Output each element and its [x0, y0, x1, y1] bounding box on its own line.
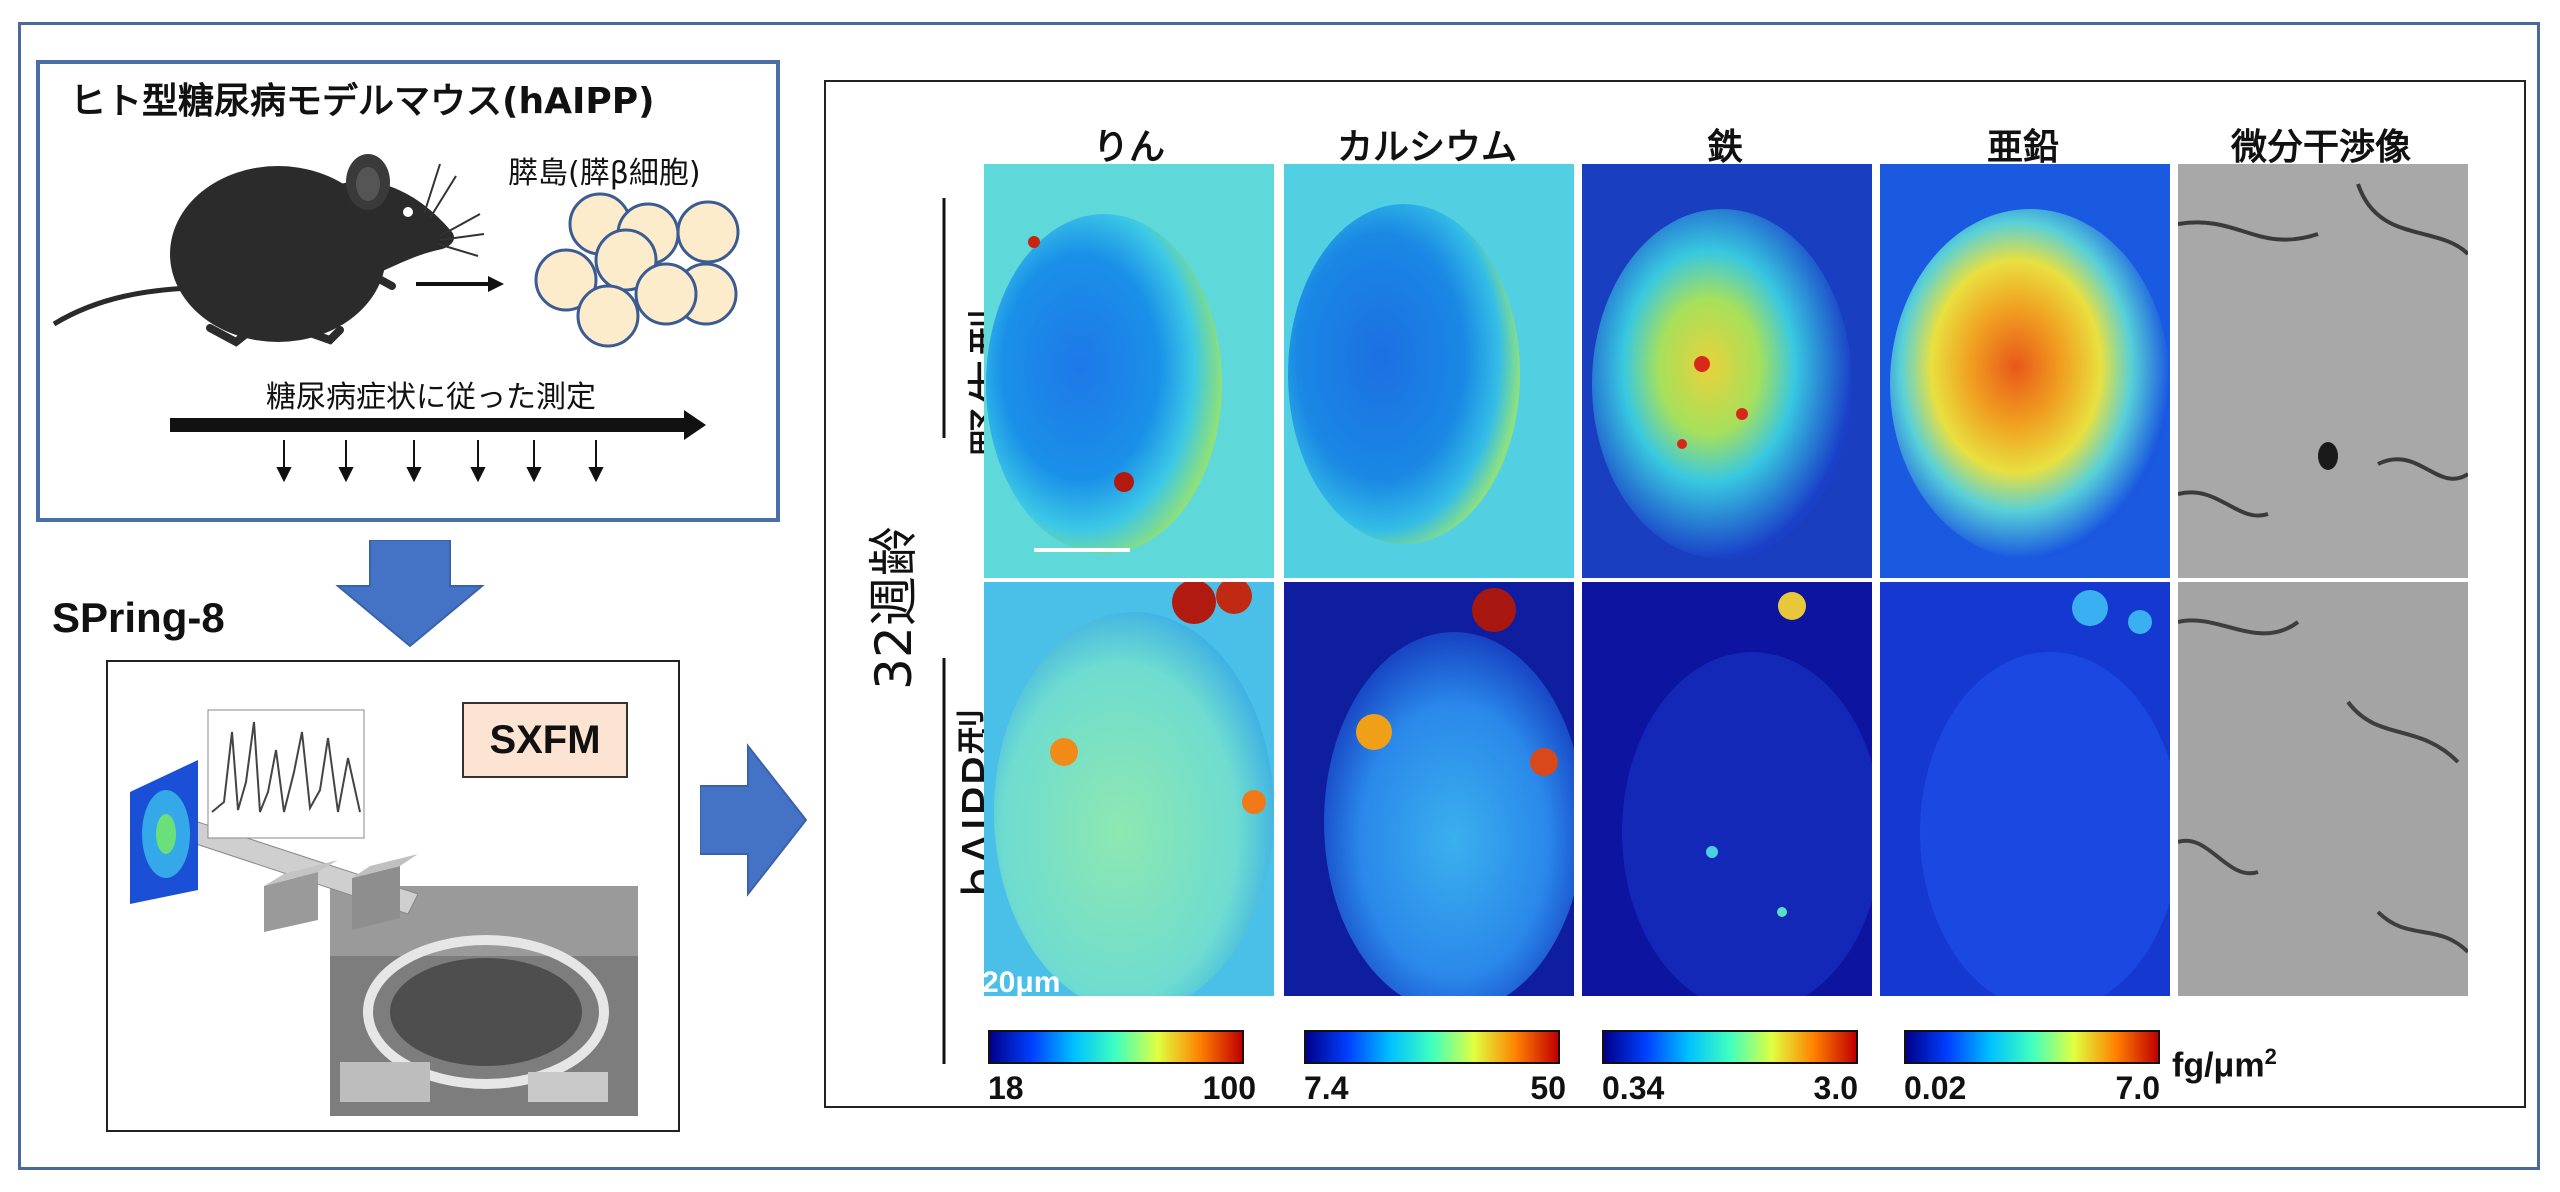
colorbar-iron: [1602, 1030, 1858, 1064]
map-wt-calcium: [1284, 164, 1574, 578]
map-haipp-calcium: [1284, 582, 1574, 996]
column-header-dic-image: 微分干渉像: [2230, 127, 2411, 168]
sxfm-setup-panel: SXFM: [106, 660, 680, 1132]
map-wt-iron: [1582, 164, 1872, 578]
islet-label: 膵島(膵β細胞): [508, 156, 701, 191]
colorbar-zinc-min: 0.02: [1904, 1070, 1967, 1106]
colorbar-zinc-max: 7.0: [2115, 1070, 2160, 1106]
mouse-model-panel: ヒト型糖尿病モデルマウス(hAIPP): [36, 60, 780, 522]
scale-bar-label: 20μm: [982, 966, 1061, 999]
map-wt-zinc: [1880, 164, 2170, 578]
colorbar-phosphorus: [988, 1030, 1244, 1064]
down-arrow-icon: [335, 540, 485, 648]
unit-exponent: 2: [2264, 1044, 2277, 1069]
map-haipp-phosphorus: [984, 582, 1274, 996]
row-divider-lines: [942, 198, 946, 1064]
mouse-illustration: [52, 154, 740, 483]
unit-text: fg/μm: [2172, 1046, 2265, 1085]
colorbar-calcium-min: 7.4: [1304, 1070, 1349, 1106]
colorbar-calcium-max: 50: [1530, 1070, 1566, 1106]
model-title: ヒト型糖尿病モデルマウス(hAIPP): [70, 81, 655, 122]
colorbar-unit: fg/μm2: [2172, 1044, 2277, 1085]
map-haipp-iron: [1582, 582, 1872, 996]
facility-title: SPring-8: [52, 594, 225, 641]
colorbar-iron-max: 3.0: [1813, 1070, 1858, 1106]
column-header-phosphorus: りん: [1092, 127, 1165, 168]
map-wt-phosphorus: [984, 164, 1274, 578]
colorbar-phosphorus-max: 100: [1202, 1070, 1256, 1106]
map-haipp-zinc: [1880, 582, 2170, 996]
colorbar-calcium: [1304, 1030, 1560, 1064]
timeline-label: 糖尿病症状に従った測定: [266, 380, 596, 415]
column-header-zinc: 亜鉛: [1986, 127, 2059, 168]
column-header-calcium: カルシウム: [1336, 127, 1517, 168]
colorbar-iron-min: 0.34: [1602, 1070, 1665, 1106]
dic-image-wt: [2178, 164, 2468, 578]
column-header-iron: 鉄: [1706, 127, 1743, 168]
beamline-illustration: [130, 709, 638, 1116]
right-arrow-icon: [700, 743, 808, 897]
dic-image-haipp: [2178, 582, 2468, 996]
scale-bar: [982, 1004, 1072, 1009]
colorbar-zinc: [1904, 1030, 2160, 1064]
age-label: 32週齢: [864, 526, 923, 690]
figure-frame: [18, 22, 2540, 1170]
colorbar-phosphorus-min: 18: [988, 1070, 1024, 1106]
sxfm-badge: SXFM: [462, 702, 628, 778]
sxfm-results-panel: りん カルシウム 鉄 亜鉛 微分干渉像 32週齢 野生型 hAIPP型: [824, 80, 2526, 1108]
